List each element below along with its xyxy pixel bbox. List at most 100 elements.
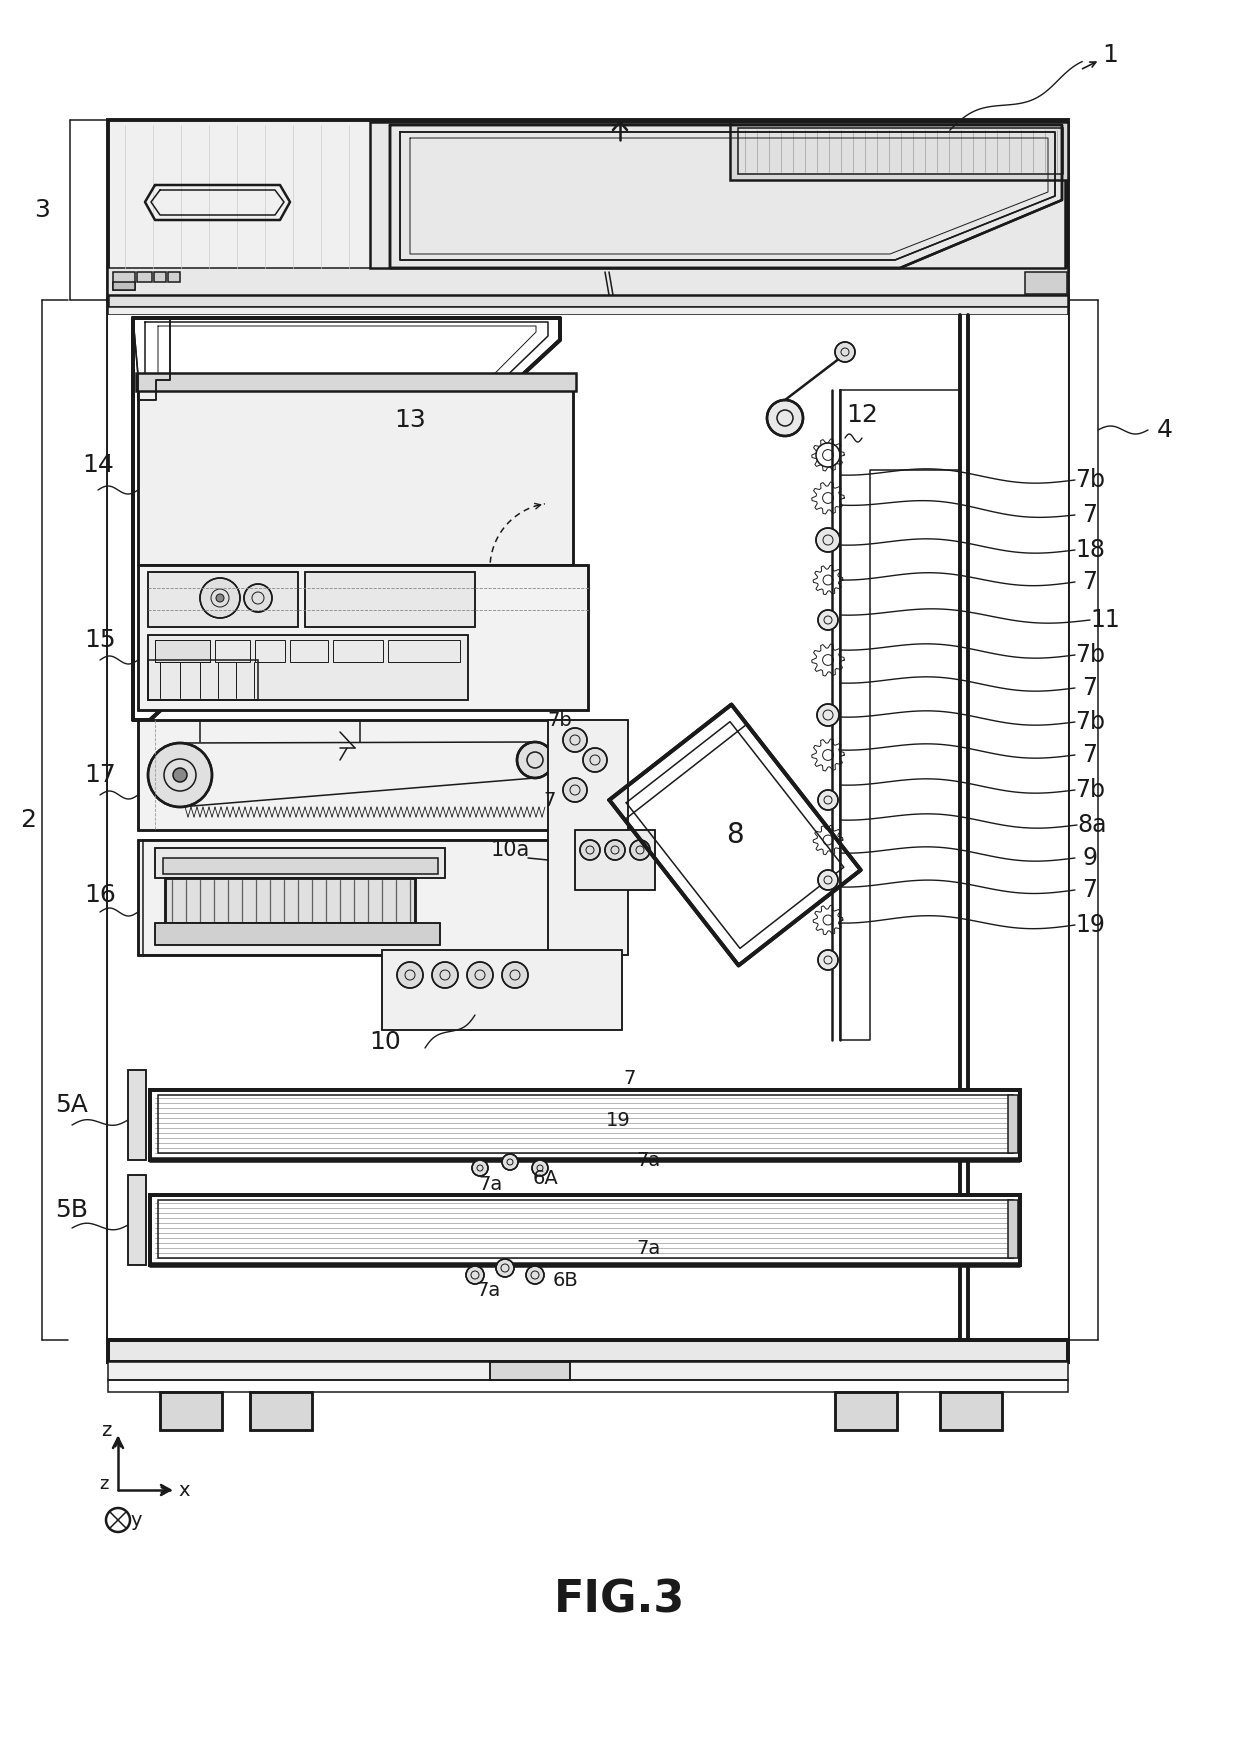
Text: 6B: 6B	[552, 1270, 578, 1289]
Text: 7: 7	[544, 790, 557, 809]
Bar	[108, 1340, 1068, 1361]
Bar	[575, 830, 655, 890]
Circle shape	[835, 342, 856, 363]
Circle shape	[605, 839, 625, 860]
Text: 7b: 7b	[1075, 468, 1105, 492]
Text: 5B: 5B	[56, 1198, 88, 1221]
Bar	[165, 878, 415, 923]
Bar	[108, 268, 1068, 294]
Bar	[136, 272, 153, 282]
Text: z: z	[99, 1475, 109, 1493]
Bar	[382, 950, 622, 1030]
Bar	[334, 639, 383, 662]
Bar	[128, 1176, 146, 1265]
Circle shape	[816, 527, 839, 552]
Circle shape	[630, 839, 650, 860]
Text: 7: 7	[1083, 743, 1097, 767]
Bar	[148, 634, 467, 701]
Bar	[250, 1393, 312, 1430]
Bar	[148, 661, 258, 701]
Text: 7a: 7a	[476, 1281, 500, 1300]
Bar	[108, 1381, 1068, 1393]
Polygon shape	[145, 186, 290, 221]
Bar	[388, 639, 460, 662]
Bar	[150, 1090, 1021, 1160]
Bar	[157, 1095, 1013, 1153]
Bar	[113, 272, 135, 291]
Bar	[1025, 272, 1066, 294]
Bar	[738, 128, 1063, 173]
Bar	[108, 1361, 1068, 1381]
Text: 3: 3	[33, 198, 50, 223]
Text: 7b: 7b	[1075, 778, 1105, 802]
Bar	[113, 282, 135, 291]
Polygon shape	[133, 319, 170, 399]
Text: 2: 2	[20, 808, 36, 832]
Bar	[730, 123, 1068, 180]
Text: 10: 10	[370, 1030, 401, 1055]
Bar	[128, 1070, 146, 1160]
Circle shape	[174, 767, 187, 781]
Text: 4: 4	[1157, 419, 1173, 442]
Bar	[157, 1200, 1013, 1258]
Bar	[490, 1361, 570, 1381]
Bar	[155, 848, 445, 878]
Text: 7: 7	[1083, 503, 1097, 527]
Bar	[490, 1361, 570, 1381]
Circle shape	[818, 950, 838, 971]
Bar	[148, 571, 298, 627]
Circle shape	[244, 583, 272, 611]
Bar	[138, 720, 568, 830]
Polygon shape	[151, 189, 284, 215]
Polygon shape	[609, 704, 861, 965]
Bar	[162, 858, 438, 874]
Circle shape	[818, 610, 838, 631]
Bar	[138, 564, 588, 710]
Bar	[138, 839, 568, 955]
Bar	[148, 634, 467, 701]
Bar	[165, 878, 415, 923]
Circle shape	[472, 1160, 489, 1176]
Circle shape	[466, 1267, 484, 1284]
Circle shape	[818, 871, 838, 890]
Bar	[136, 373, 577, 391]
Text: 11: 11	[1090, 608, 1120, 632]
Text: 17: 17	[84, 764, 115, 787]
Text: 15: 15	[84, 627, 115, 652]
Bar	[305, 571, 475, 627]
Circle shape	[502, 1155, 518, 1170]
Circle shape	[580, 839, 600, 860]
Text: 7b: 7b	[1075, 710, 1105, 734]
Text: 5A: 5A	[56, 1093, 88, 1118]
Polygon shape	[145, 322, 548, 708]
Circle shape	[216, 594, 224, 603]
Circle shape	[496, 1260, 515, 1277]
Text: 7: 7	[624, 1069, 636, 1088]
Text: 6A: 6A	[532, 1169, 558, 1188]
Bar	[548, 720, 627, 955]
Bar	[305, 571, 475, 627]
Circle shape	[517, 743, 553, 778]
Text: x: x	[179, 1480, 190, 1500]
Text: 7b: 7b	[1075, 643, 1105, 668]
Bar	[150, 1090, 1021, 1160]
Bar	[250, 1393, 312, 1430]
Bar	[1008, 1200, 1018, 1258]
Bar	[138, 375, 573, 564]
Polygon shape	[609, 704, 746, 820]
Circle shape	[526, 1267, 544, 1284]
Bar	[150, 1195, 1021, 1265]
Bar	[290, 639, 329, 662]
Bar	[370, 123, 1065, 268]
Text: 7: 7	[1083, 676, 1097, 701]
Bar	[108, 315, 1068, 1340]
Bar	[108, 294, 1068, 307]
Text: 7a: 7a	[636, 1151, 660, 1170]
Bar	[575, 830, 655, 890]
Bar	[215, 639, 250, 662]
Bar	[835, 1393, 897, 1430]
Bar	[108, 1340, 1068, 1361]
Bar	[155, 639, 210, 662]
Circle shape	[200, 578, 241, 618]
Bar	[155, 923, 440, 944]
